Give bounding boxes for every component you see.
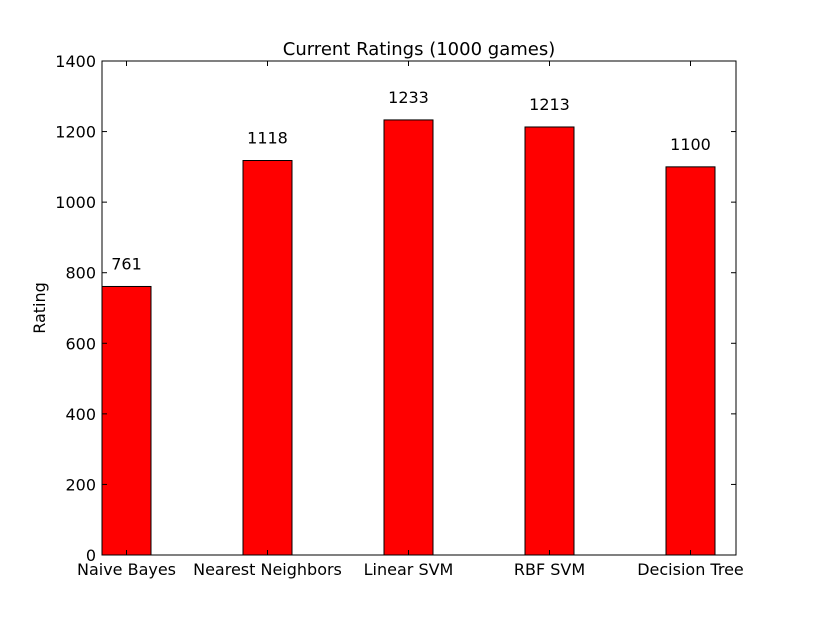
x-tick-label: RBF SVM bbox=[514, 560, 585, 579]
data-labels-group: 761 1118 1233 1213 1100 bbox=[111, 88, 711, 274]
y-tick-label: 1200 bbox=[55, 123, 96, 142]
y-tick-label: 1000 bbox=[55, 193, 96, 212]
data-label: 1233 bbox=[388, 88, 429, 107]
x-tick-label: Naive Bayes bbox=[77, 560, 176, 579]
bar-nearest-neighbors bbox=[242, 160, 293, 556]
y-tick-label: 200 bbox=[65, 475, 96, 494]
x-tick-label: Decision Tree bbox=[637, 560, 744, 579]
y-tick-label: 800 bbox=[65, 264, 96, 283]
data-label: 1213 bbox=[529, 95, 570, 114]
data-label: 761 bbox=[111, 254, 142, 273]
chart-title: Current Ratings (1000 games) bbox=[283, 39, 555, 60]
y-tick-label: 600 bbox=[65, 334, 96, 353]
y-tick-label: 0 bbox=[86, 546, 96, 565]
bar-naive-bayes bbox=[101, 285, 152, 556]
x-tick-label: Nearest Neighbors bbox=[193, 560, 342, 579]
x-tick-label: Linear SVM bbox=[364, 560, 454, 579]
bar-decision-tree bbox=[665, 166, 716, 556]
bar-rbf-svm bbox=[524, 126, 575, 556]
x-axis-ticks: Naive Bayes Nearest Neighbors Linear SVM RB… bbox=[77, 61, 744, 579]
plot-frame bbox=[101, 60, 737, 556]
y-tick-label: 1400 bbox=[55, 52, 96, 71]
y-axis-ticks: 0 200 400 600 800 1000 1200 1400 bbox=[55, 52, 736, 565]
y-tick-label: 400 bbox=[65, 405, 96, 424]
data-label: 1118 bbox=[247, 129, 288, 148]
data-label: 1100 bbox=[670, 135, 711, 154]
bar-linear-svm bbox=[383, 119, 434, 556]
bars-group bbox=[101, 119, 716, 556]
y-axis-label: Rating bbox=[30, 282, 49, 334]
